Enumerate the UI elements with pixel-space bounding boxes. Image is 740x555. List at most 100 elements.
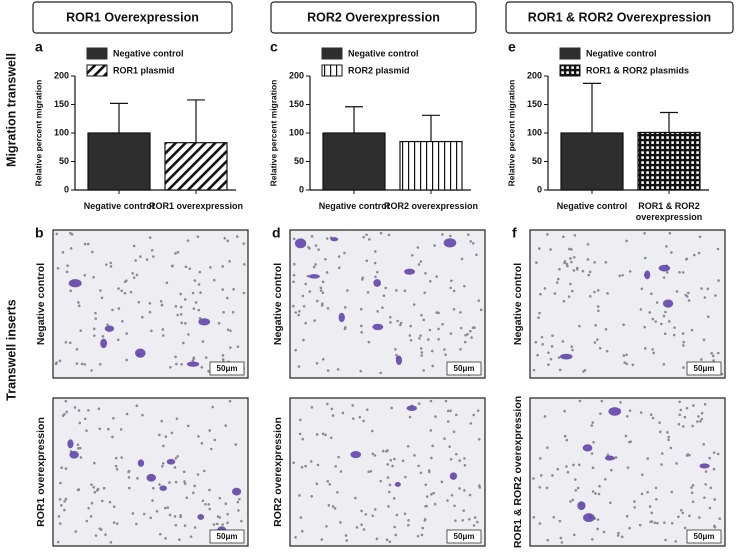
pore — [681, 332, 685, 335]
pore — [183, 482, 187, 485]
pore — [374, 250, 377, 253]
pore — [121, 319, 124, 323]
pore — [556, 467, 560, 471]
pore — [334, 464, 337, 468]
pore — [302, 338, 305, 342]
pore — [566, 264, 569, 268]
pore — [367, 340, 371, 344]
pore — [315, 361, 319, 365]
pore — [395, 289, 398, 292]
cell — [394, 482, 401, 487]
pore — [64, 399, 68, 403]
pore — [444, 399, 448, 403]
pore — [93, 334, 96, 337]
pore — [473, 326, 476, 329]
pore — [321, 357, 325, 361]
pore — [381, 306, 384, 309]
pore — [221, 288, 225, 291]
pore — [360, 509, 363, 513]
micrograph — [289, 229, 486, 379]
pore — [408, 334, 412, 337]
pore — [673, 326, 676, 329]
pore — [174, 480, 178, 484]
pore — [690, 328, 694, 332]
pore — [149, 516, 152, 520]
pore — [388, 483, 392, 487]
pore — [662, 362, 666, 366]
pore — [472, 524, 476, 527]
pore — [365, 233, 368, 237]
pore — [298, 418, 302, 422]
pore — [387, 505, 390, 508]
cell — [166, 458, 176, 465]
pore — [463, 464, 467, 467]
pore — [231, 310, 235, 314]
pore — [174, 457, 178, 460]
panel-letter: b — [35, 225, 44, 241]
pore — [656, 521, 659, 525]
pore — [300, 529, 304, 533]
pore — [703, 496, 706, 499]
pore — [692, 404, 695, 407]
cell — [662, 299, 674, 308]
pore — [546, 538, 550, 542]
pore — [625, 514, 629, 518]
pore — [176, 313, 179, 317]
pore — [685, 406, 689, 410]
scale-bar-label: 50μm — [217, 364, 238, 373]
pore — [596, 518, 600, 521]
pore — [102, 486, 106, 490]
pore — [165, 281, 169, 285]
pore — [479, 308, 483, 312]
pore — [616, 534, 620, 537]
pore — [77, 488, 81, 491]
panel-letter: c — [270, 39, 278, 55]
pore — [183, 480, 186, 483]
pore — [463, 284, 466, 288]
header-box — [32, 1, 233, 34]
pore — [590, 424, 594, 427]
pore — [639, 308, 643, 311]
pore — [343, 306, 347, 309]
pore — [223, 236, 227, 240]
pore — [293, 262, 296, 266]
pore — [65, 410, 68, 414]
cell — [294, 238, 307, 249]
pore — [546, 233, 549, 236]
cell — [135, 348, 146, 358]
pore — [464, 333, 467, 337]
y-tick-label: 200 — [54, 70, 69, 80]
pore — [395, 353, 398, 357]
pore — [588, 270, 592, 274]
pore — [115, 522, 119, 525]
pore — [437, 311, 440, 315]
pore — [175, 417, 179, 421]
pore — [64, 340, 68, 344]
pore — [90, 501, 94, 505]
pore — [242, 262, 246, 266]
pore — [677, 422, 681, 426]
pore — [572, 269, 576, 272]
pore — [706, 315, 710, 318]
pore — [345, 539, 349, 542]
pore — [459, 326, 463, 330]
pore — [198, 270, 202, 274]
pore — [704, 470, 708, 473]
pore — [196, 473, 200, 476]
pore — [376, 270, 379, 274]
pore — [371, 514, 375, 518]
pore — [339, 470, 343, 473]
pore — [662, 276, 666, 279]
pore — [664, 310, 667, 314]
pore — [572, 463, 575, 467]
pore — [208, 429, 212, 432]
pore — [226, 512, 229, 516]
pore — [712, 359, 715, 362]
pore — [468, 493, 472, 497]
pore — [200, 441, 204, 445]
pore — [646, 457, 650, 460]
scale-bar-label: 50μm — [217, 532, 238, 541]
pore — [716, 351, 720, 355]
pore — [551, 334, 554, 337]
cell — [186, 361, 200, 367]
